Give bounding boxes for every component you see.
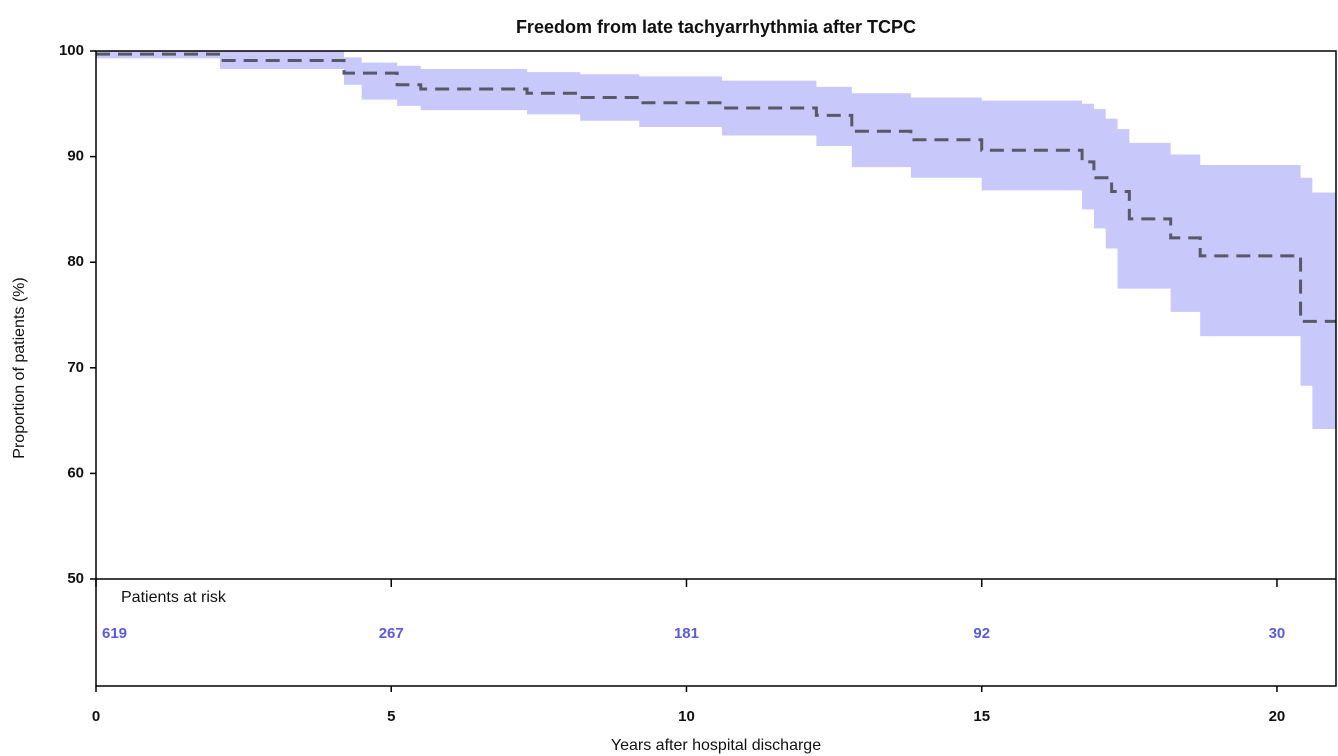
y-tick-label: 90 [67,148,84,165]
risk-count: 30 [1269,625,1286,642]
survival-curve [96,52,1336,323]
y-tick-label: 60 [67,464,84,481]
y-tick-label: 100 [59,42,84,59]
risk-count: 619 [102,625,127,642]
chart-title: Freedom from late tachyarrhythmia after … [516,17,916,37]
x-tick-label: 10 [678,708,695,725]
y-tick-label: 80 [67,253,84,270]
y-tick-label: 50 [67,570,84,587]
risk-table-label: Patients at risk [121,589,227,606]
risk-count: 267 [379,625,404,642]
x-tick-label: 5 [387,708,395,725]
x-axis-label: Years after hospital discharge [611,737,821,754]
risk-count: 181 [674,625,699,642]
confidence-band [96,51,1336,430]
y-tick-label: 70 [67,359,84,376]
x-tick-label: 20 [1269,708,1286,725]
x-tick-label: 0 [92,708,100,725]
risk-count: 92 [973,625,990,642]
y-axis-label: Proportion of patients (%) [11,277,28,458]
x-tick-label: 15 [973,708,990,725]
